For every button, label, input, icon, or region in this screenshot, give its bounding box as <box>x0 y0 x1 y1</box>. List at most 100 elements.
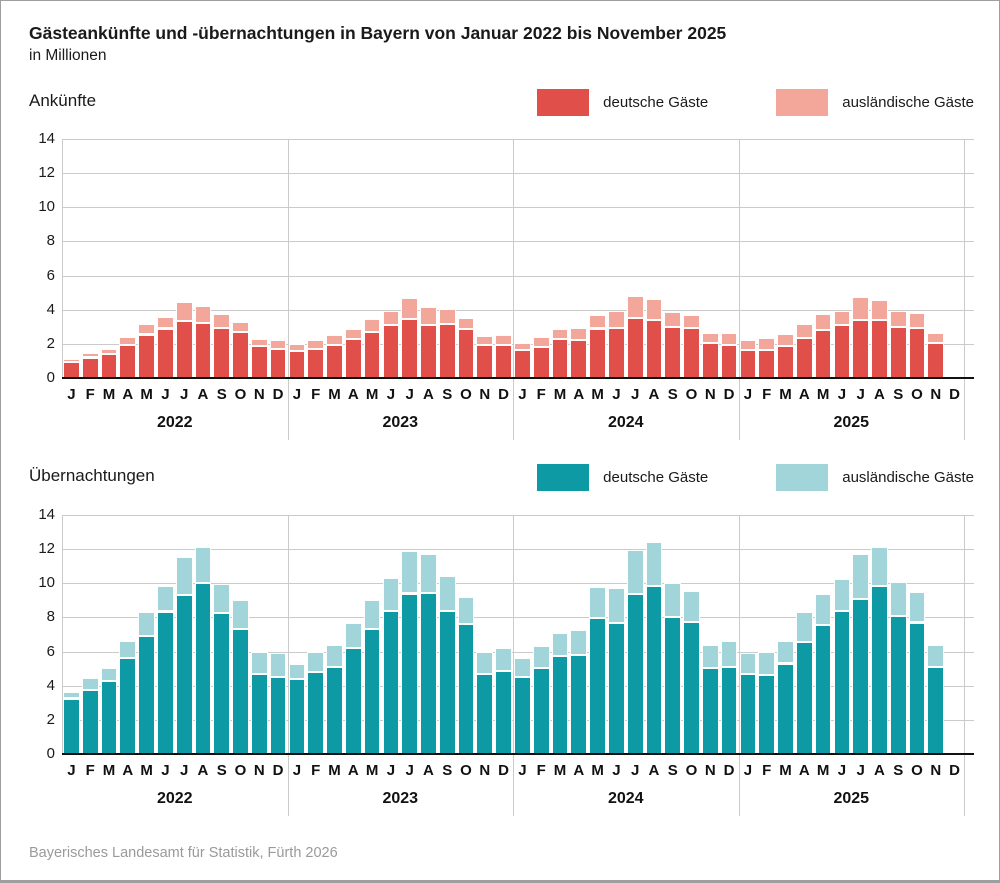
bar-segment-domestic <box>608 623 625 754</box>
bar-segment-domestic <box>871 585 888 754</box>
bar-segment-domestic <box>250 673 268 754</box>
x-month-label: D <box>498 386 509 403</box>
bar-segment-foreign <box>927 644 945 667</box>
x-month-label: F <box>536 762 546 779</box>
bar-segment-foreign <box>570 630 588 655</box>
bar-segment-domestic <box>438 324 456 378</box>
x-month-label: J <box>856 386 865 403</box>
bar-segment-foreign <box>833 579 851 611</box>
bar-segment-domestic <box>495 671 512 754</box>
x-month-label: O <box>234 386 247 403</box>
x-month-label: A <box>798 386 810 403</box>
x-year-label: 2024 <box>607 790 644 807</box>
x-month-label: N <box>253 386 265 403</box>
bar-segment-domestic <box>175 320 193 378</box>
x-year-label: 2025 <box>833 790 870 807</box>
bar-segment-domestic <box>457 624 475 754</box>
y-tick-label: 2 <box>46 710 55 728</box>
bar-segment-domestic <box>269 677 287 754</box>
arrivals-head: Ankünfte deutsche Gäste ausländische Gäs… <box>29 89 974 119</box>
bar-segment-foreign <box>420 554 437 593</box>
x-month-label: F <box>311 386 321 403</box>
x-month-label: O <box>911 762 923 779</box>
gridline-y14 <box>62 515 974 516</box>
bar-segment-domestic <box>307 349 325 378</box>
bar-segment-foreign <box>777 333 794 347</box>
bar-segment-foreign <box>119 337 137 345</box>
gridline-y10 <box>62 207 974 209</box>
bar-segment-foreign <box>81 678 99 690</box>
year-divider <box>738 515 740 816</box>
x-month-label: J <box>386 762 396 779</box>
x-month-label: M <box>816 386 830 403</box>
x-month-label: A <box>648 762 660 779</box>
bar-segment-foreign <box>495 334 512 345</box>
bar-segment-domestic <box>344 338 362 378</box>
bar-segment-domestic <box>157 328 174 378</box>
bar-segment-domestic <box>232 331 249 378</box>
bar-segment-domestic <box>344 648 362 754</box>
bar-segment-foreign <box>250 338 268 347</box>
bar-segment-domestic <box>852 320 870 378</box>
bar-segment-domestic <box>100 681 118 754</box>
bar-segment-domestic <box>175 595 193 754</box>
bar-segment-foreign <box>608 587 625 624</box>
bar-segment-domestic <box>157 611 174 754</box>
x-month-label: J <box>161 762 170 779</box>
arrivals-plot: 14 12 10 8 6 4 2 0 J F M A M J J A S O N D J F M A M J J A S O N D J F M A M… <box>1 130 999 449</box>
bar-segment-foreign <box>532 645 550 668</box>
legend-swatch-domestic <box>537 89 590 116</box>
bar-segment-domestic <box>683 327 700 378</box>
x-month-label: F <box>762 386 772 403</box>
legend-label-foreign: ausländische Gäste <box>842 469 974 486</box>
bar-segment-domestic <box>570 655 588 754</box>
year-divider <box>513 515 514 816</box>
bar-segment-foreign <box>852 554 870 599</box>
bar-segment-foreign <box>777 641 794 664</box>
x-month-label: D <box>272 386 284 403</box>
year-divider <box>513 139 514 440</box>
bar-segment-foreign <box>889 581 907 616</box>
bar-segment-domestic <box>457 329 475 378</box>
x-month-label: M <box>591 386 604 403</box>
bar-segment-domestic <box>532 667 550 754</box>
bar-segment-foreign <box>664 583 682 618</box>
gridline-y12 <box>62 549 974 551</box>
x-month-label: A <box>122 762 134 779</box>
bar-segment-domestic <box>100 354 118 378</box>
bar-segment-foreign <box>664 312 682 327</box>
bar-segment-domestic <box>664 326 682 378</box>
y-tick-label: 12 <box>38 164 55 182</box>
bar-segment-foreign <box>213 584 231 614</box>
bar-segment-foreign <box>701 332 719 343</box>
gridline-y14 <box>62 139 974 140</box>
y-tick-label: 4 <box>46 300 55 318</box>
bar-segment-domestic <box>889 615 907 754</box>
bar-segment-foreign <box>739 340 757 350</box>
bar-segment-domestic <box>194 323 212 378</box>
bar-segment-foreign <box>232 321 249 332</box>
bar-segment-foreign <box>758 651 776 675</box>
bar-segment-domestic <box>250 346 268 378</box>
bar-segment-foreign <box>514 343 531 350</box>
bar-segment-domestic <box>288 350 306 378</box>
x-month-label: J <box>161 386 170 403</box>
x-month-label: J <box>631 762 640 779</box>
bar-segment-domestic <box>701 667 719 754</box>
x-month-label: M <box>140 386 153 403</box>
bar-segment-foreign <box>476 336 494 345</box>
bar-segment-domestic <box>871 320 888 378</box>
x-month-label: J <box>518 762 527 779</box>
bar-segment-foreign <box>457 596 475 625</box>
bar-segment-foreign <box>194 306 212 324</box>
x-month-label: D <box>723 762 735 779</box>
x-month-label: A <box>798 762 810 779</box>
bar-segment-domestic <box>194 583 212 754</box>
bar-segment-domestic <box>420 592 437 754</box>
x-month-label: D <box>949 386 960 403</box>
legend-swatch-foreign <box>776 464 829 491</box>
x-month-label: M <box>779 386 792 403</box>
bar-segment-foreign <box>175 556 193 596</box>
section-title-nights: Übernachtungen <box>29 466 155 485</box>
bar-segment-domestic <box>514 677 531 754</box>
